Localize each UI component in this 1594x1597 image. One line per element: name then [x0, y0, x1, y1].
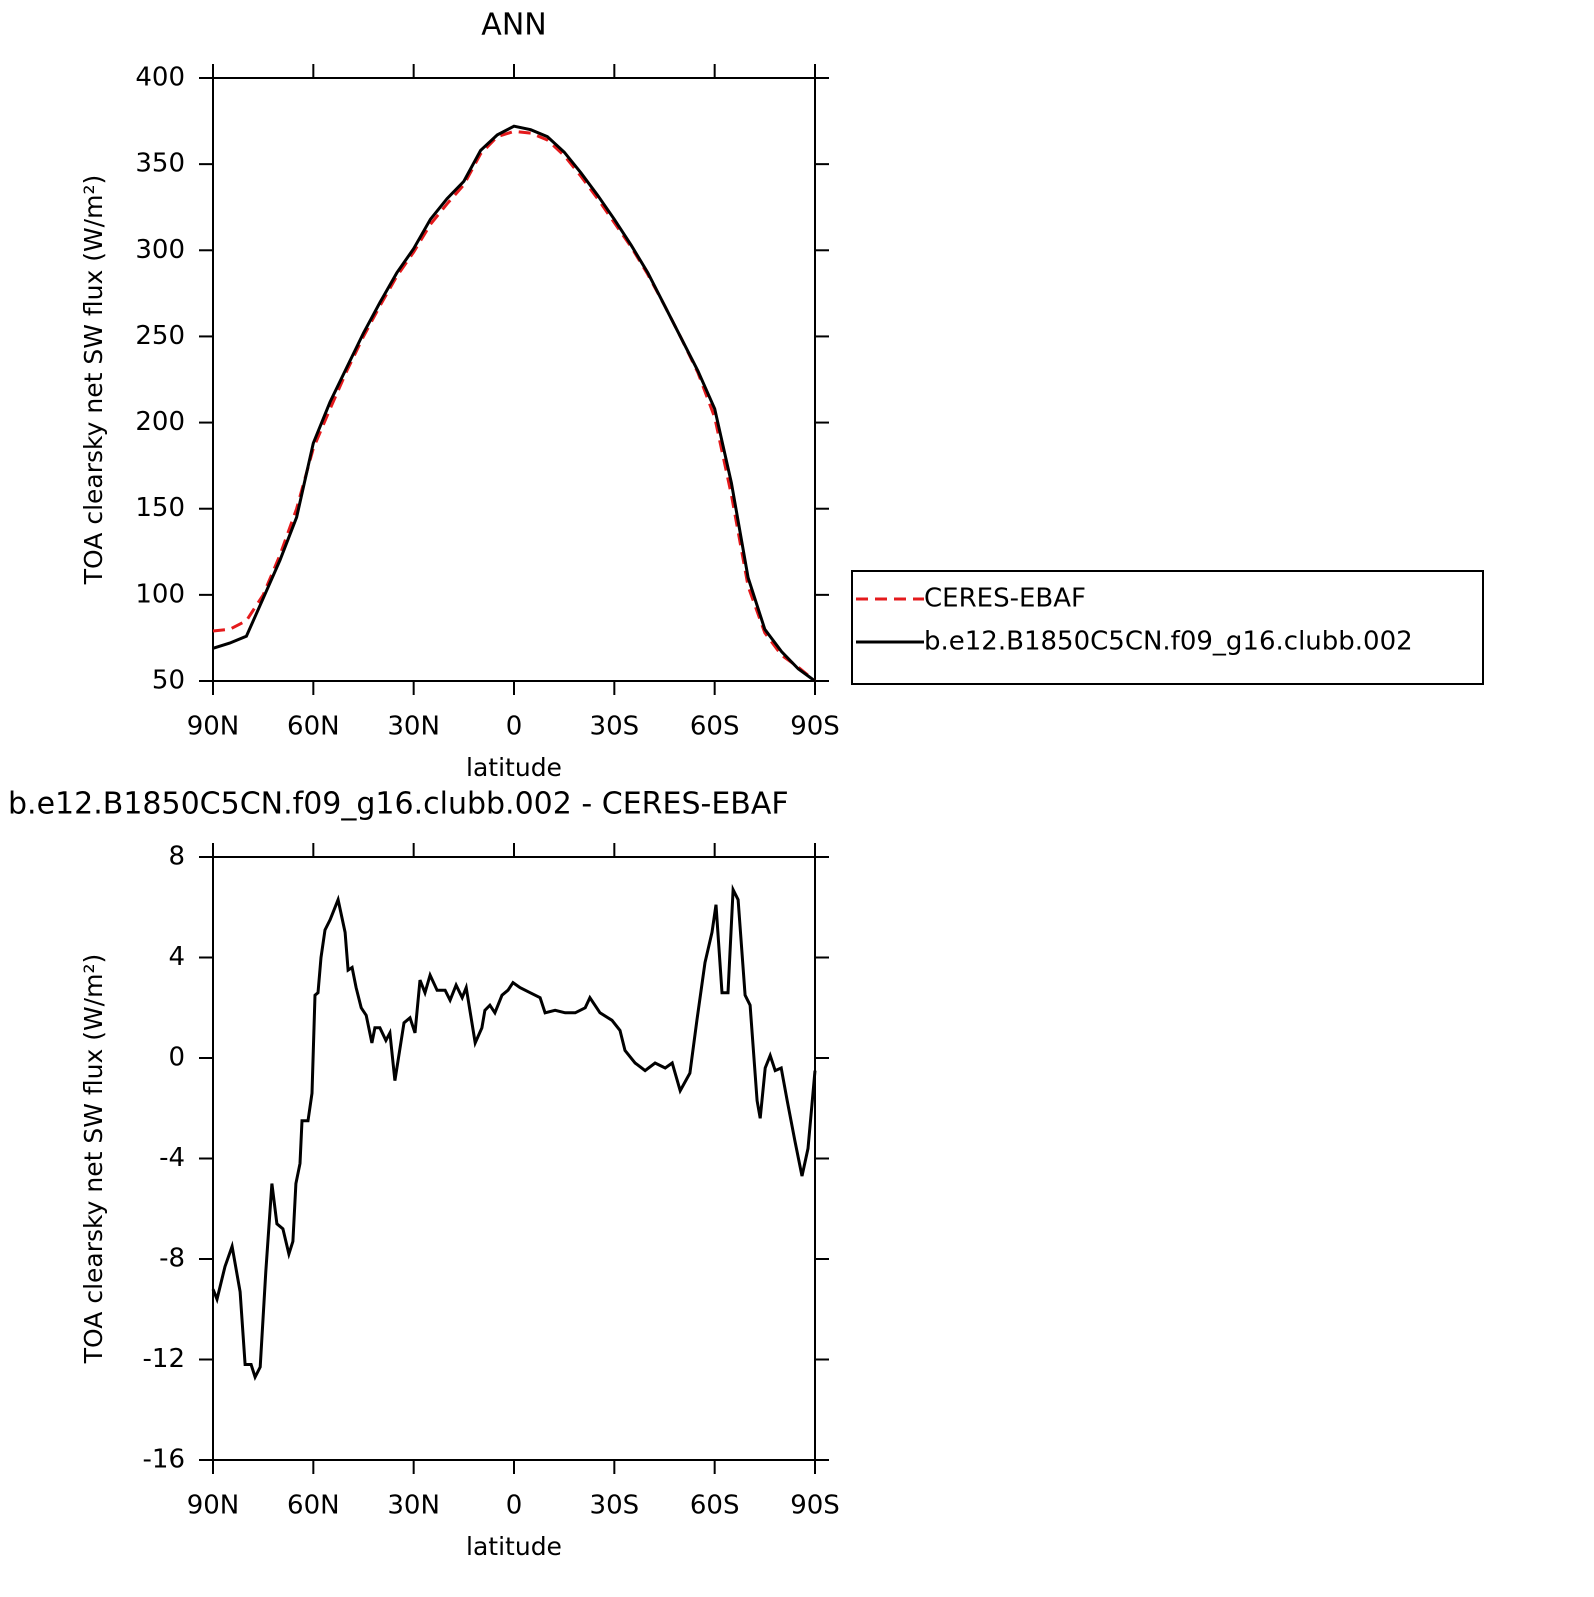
legend-box	[851, 570, 1484, 685]
y-tick-label: 300	[135, 235, 185, 265]
y-tick-label: 0	[168, 1043, 185, 1073]
x-axis-label: latitude	[466, 1532, 562, 1561]
plot-frame	[212, 77, 816, 682]
y-axis-label: TOA clearsky net SW flux (W/m²)	[79, 954, 108, 1364]
x-tick-label: 60S	[690, 712, 740, 742]
legend-label: b.e12.B1850C5CN.f09_g16.clubb.002	[924, 627, 1413, 657]
y-tick-label: 400	[135, 63, 185, 93]
y-tick-label: 50	[152, 666, 185, 696]
x-tick-label: 30N	[387, 712, 440, 742]
y-tick-label: -4	[159, 1143, 185, 1173]
x-tick-label: 0	[506, 1491, 523, 1521]
series-line	[212, 129, 816, 683]
x-tick-label: 60N	[287, 712, 340, 742]
y-axis-label: TOA clearsky net SW flux (W/m²)	[79, 175, 108, 585]
series-line	[212, 124, 816, 683]
y-tick-label: 150	[135, 493, 185, 523]
x-tick-label: 90N	[187, 1491, 240, 1521]
y-tick-label: -16	[143, 1445, 185, 1475]
chart-title: ANN	[481, 8, 546, 43]
x-tick-label: 30N	[387, 1491, 440, 1521]
y-tick-label: 8	[168, 842, 185, 872]
y-tick-label: 200	[135, 407, 185, 437]
x-tick-label: 0	[506, 712, 523, 742]
chart-title: b.e12.B1850C5CN.f09_g16.clubb.002 - CERE…	[8, 787, 789, 822]
y-tick-label: 250	[135, 321, 185, 351]
x-tick-label: 30S	[590, 1491, 640, 1521]
y-tick-label: 4	[168, 942, 185, 972]
x-tick-label: 90N	[187, 712, 240, 742]
x-tick-label: 60S	[690, 1491, 740, 1521]
y-tick-label: -8	[159, 1244, 185, 1274]
x-tick-label: 30S	[590, 712, 640, 742]
plot-frame	[212, 856, 816, 1461]
y-tick-label: 350	[135, 149, 185, 179]
y-tick-label: -12	[143, 1344, 185, 1374]
x-tick-label: 90S	[790, 712, 840, 742]
x-axis-label: latitude	[466, 753, 562, 782]
series-line	[211, 883, 817, 1382]
x-tick-label: 90S	[790, 1491, 840, 1521]
x-tick-label: 60N	[287, 1491, 340, 1521]
y-tick-label: 100	[135, 579, 185, 609]
legend-label: CERES-EBAF	[924, 584, 1086, 614]
